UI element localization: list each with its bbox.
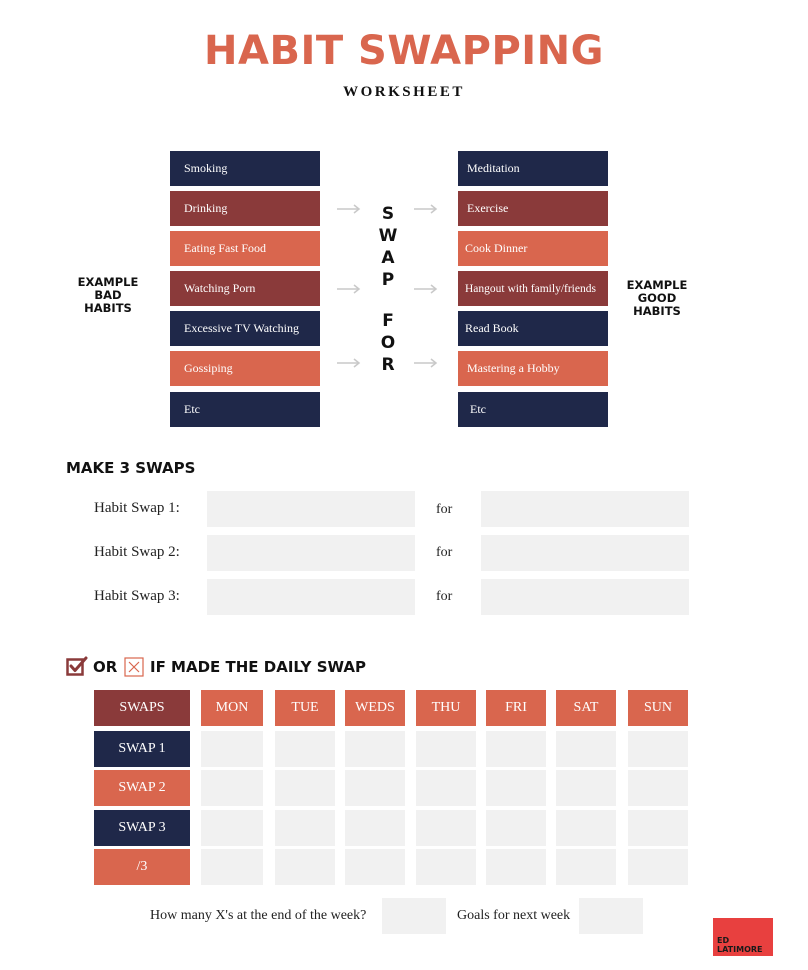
day-header: WEDS — [345, 690, 405, 726]
tracker-cell[interactable] — [556, 770, 616, 806]
tracker-cell[interactable] — [556, 810, 616, 846]
tracker-row-label: SWAP 2 — [94, 770, 190, 806]
tracker-cell[interactable] — [201, 810, 263, 846]
good-habit-item: Mastering a Hobby — [458, 351, 608, 386]
bad-habit-item: Eating Fast Food — [170, 231, 320, 266]
day-header: FRI — [486, 690, 546, 726]
bad-habit-input[interactable] — [207, 535, 415, 571]
tracker-cell[interactable] — [486, 731, 546, 767]
swap-for-letter: P — [381, 270, 395, 290]
swap-for-letter: O — [380, 333, 396, 353]
for-label: for — [436, 589, 453, 604]
tracker-cell[interactable] — [416, 770, 476, 806]
page-title: HABIT SWAPPING — [204, 28, 604, 74]
tracker-row-label: SWAP 1 — [94, 731, 190, 767]
tracker-cell[interactable] — [416, 731, 476, 767]
goals-input[interactable] — [579, 898, 643, 934]
tracker-header-swaps: SWAPS — [94, 690, 190, 726]
good-habit-item: Hangout with family/friends — [458, 271, 608, 306]
day-header: SUN — [628, 690, 688, 726]
tracker-cell[interactable] — [345, 731, 405, 767]
bad-habit-input[interactable] — [207, 579, 415, 615]
tracker-cell[interactable] — [416, 810, 476, 846]
tracker-cell[interactable] — [556, 849, 616, 885]
day-header: MON — [201, 690, 263, 726]
good-habit-input[interactable] — [481, 535, 689, 571]
page-subtitle: WORKSHEET — [343, 84, 465, 100]
good-habit-input[interactable] — [481, 491, 689, 527]
tracker-cell[interactable] — [275, 770, 335, 806]
swap-for-letter: A — [381, 248, 395, 268]
tracker-cell[interactable] — [345, 770, 405, 806]
tracker-cell[interactable] — [275, 731, 335, 767]
make-swaps-title: MAKE 3 SWAPS — [66, 459, 196, 477]
good-habit-input[interactable] — [481, 579, 689, 615]
good-habit-item: Read Book — [458, 311, 608, 346]
for-label: for — [436, 502, 453, 517]
tracker-cell[interactable] — [628, 731, 688, 767]
good-habit-item: Meditation — [458, 151, 608, 186]
bad-habit-item: Excessive TV Watching — [170, 311, 320, 346]
brand-logo: ED LATIMORE — [713, 918, 773, 956]
good-habit-item: Exercise — [458, 191, 608, 226]
bad-habit-item: Etc — [170, 392, 320, 427]
good-habit-item: Cook Dinner — [458, 231, 608, 266]
habit-swap-label: Habit Swap 3: — [94, 588, 180, 604]
swap-for-letter: W — [378, 226, 398, 246]
bad-habit-input[interactable] — [207, 491, 415, 527]
arrow-right-icon — [414, 358, 438, 368]
tracker-title-or: OR — [93, 658, 118, 676]
for-label: for — [436, 545, 453, 560]
swap-for-letter: R — [381, 355, 395, 375]
tracker-cell[interactable] — [556, 731, 616, 767]
tracker-cell[interactable] — [628, 810, 688, 846]
day-header: THU — [416, 690, 476, 726]
habit-swap-label: Habit Swap 2: — [94, 544, 180, 560]
tracker-row-label: SWAP 3 — [94, 810, 190, 846]
tracker-row-label: /3 — [94, 849, 190, 885]
bad-habits-label: EXAMPLE BAD HABITS — [77, 275, 139, 315]
tracker-cell[interactable] — [201, 731, 263, 767]
tracker-cell[interactable] — [486, 810, 546, 846]
bad-habit-item: Drinking — [170, 191, 320, 226]
bad-habit-item: Gossiping — [170, 351, 320, 386]
arrow-right-icon — [414, 284, 438, 294]
tracker-cell[interactable] — [345, 810, 405, 846]
day-header: TUE — [275, 690, 335, 726]
goals-label: Goals for next week — [457, 908, 571, 923]
tracker-cell[interactable] — [628, 849, 688, 885]
bad-habit-item: Smoking — [170, 151, 320, 186]
habit-swap-label: Habit Swap 1: — [94, 500, 180, 516]
tracker-cell[interactable] — [628, 770, 688, 806]
tracker-title: IF MADE THE DAILY SWAP — [150, 658, 366, 676]
tracker-cell[interactable] — [416, 849, 476, 885]
tracker-cell[interactable] — [275, 810, 335, 846]
arrow-right-icon — [414, 204, 438, 214]
x-box-icon — [124, 657, 144, 677]
arrow-right-icon — [337, 284, 361, 294]
tracker-cell[interactable] — [486, 849, 546, 885]
good-habit-item: Etc — [458, 392, 608, 427]
good-habits-label: EXAMPLE GOOD HABITS — [626, 278, 688, 318]
xs-count-input[interactable] — [382, 898, 446, 934]
day-header: SAT — [556, 690, 616, 726]
tracker-cell[interactable] — [201, 849, 263, 885]
tracker-cell[interactable] — [486, 770, 546, 806]
bad-habit-item: Watching Porn — [170, 271, 320, 306]
swap-for-letter: F — [382, 311, 394, 331]
tracker-cell[interactable] — [345, 849, 405, 885]
tracker-cell[interactable] — [201, 770, 263, 806]
arrow-right-icon — [337, 204, 361, 214]
swap-for-letter: S — [381, 204, 395, 224]
checked-box-icon — [66, 656, 88, 676]
tracker-cell[interactable] — [275, 849, 335, 885]
arrow-right-icon — [337, 358, 361, 368]
xs-count-label: How many X's at the end of the week? — [150, 908, 367, 923]
